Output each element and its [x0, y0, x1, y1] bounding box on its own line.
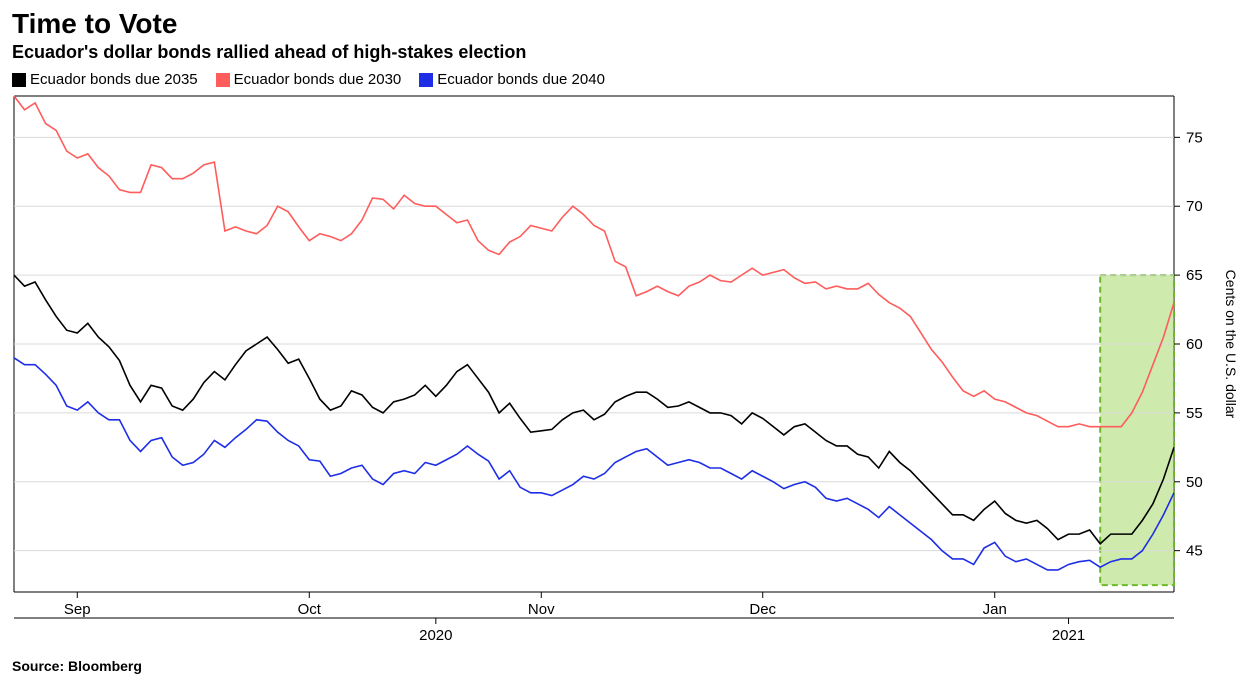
svg-text:45: 45 — [1186, 543, 1203, 560]
svg-text:2020: 2020 — [419, 627, 452, 644]
svg-text:50: 50 — [1186, 474, 1203, 491]
legend-label: Ecuador bonds due 2035 — [30, 71, 198, 88]
legend-item: Ecuador bonds due 2040 — [419, 71, 605, 88]
svg-text:2021: 2021 — [1052, 627, 1085, 644]
svg-text:Nov: Nov — [528, 601, 555, 618]
source-attribution: Source: Bloomberg — [0, 652, 1240, 680]
svg-text:Jan: Jan — [983, 601, 1007, 618]
chart-subtitle: Ecuador's dollar bonds rallied ahead of … — [0, 42, 1240, 69]
legend-item: Ecuador bonds due 2030 — [216, 71, 402, 88]
svg-text:Oct: Oct — [298, 601, 322, 618]
legend: Ecuador bonds due 2035 Ecuador bonds due … — [0, 69, 1240, 92]
legend-item: Ecuador bonds due 2035 — [12, 71, 198, 88]
svg-text:70: 70 — [1186, 198, 1203, 215]
chart-title: Time to Vote — [0, 0, 1240, 42]
svg-text:Dec: Dec — [749, 601, 776, 618]
svg-text:Sep: Sep — [64, 601, 91, 618]
svg-text:75: 75 — [1186, 129, 1203, 146]
series-line — [14, 275, 1174, 544]
svg-text:60: 60 — [1186, 336, 1203, 353]
legend-label: Ecuador bonds due 2040 — [437, 71, 605, 88]
chart-area: 45 50 55 60 65 70 75 Cents on the U.S. dollar Se… — [0, 92, 1240, 652]
svg-text:65: 65 — [1186, 267, 1203, 284]
svg-text:Cents on the U.S. dollar: Cents on the U.S. dollar — [1223, 270, 1239, 419]
legend-swatch — [419, 73, 433, 87]
svg-text:55: 55 — [1186, 405, 1203, 422]
legend-swatch — [216, 73, 230, 87]
legend-label: Ecuador bonds due 2030 — [234, 71, 402, 88]
series-line — [14, 358, 1174, 570]
series-line — [14, 96, 1174, 427]
legend-swatch — [12, 73, 26, 87]
